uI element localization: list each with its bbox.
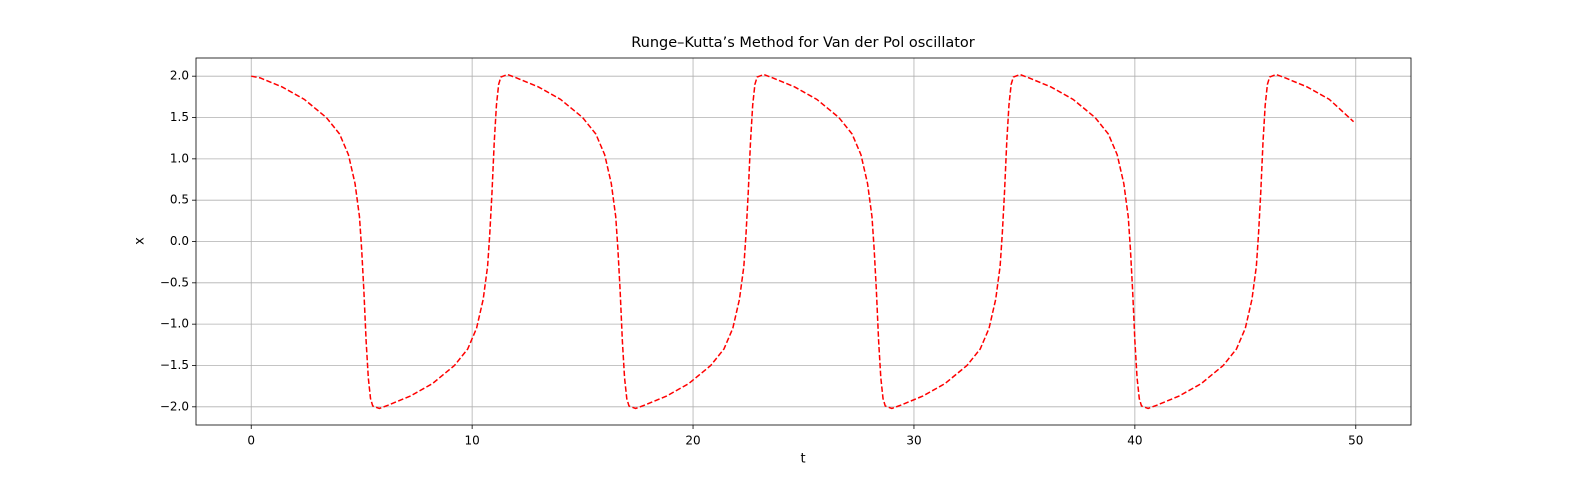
y-tick-label: 0.5 bbox=[170, 193, 189, 207]
y-tick-label: 2.0 bbox=[170, 69, 189, 83]
x-tick-label: 20 bbox=[685, 434, 700, 448]
y-tick-label: 1.0 bbox=[170, 151, 189, 165]
y-axis-label: x bbox=[133, 237, 148, 245]
y-tick-label: 0.0 bbox=[170, 234, 189, 248]
plot-frame bbox=[195, 57, 1412, 426]
y-tick-label: −1.0 bbox=[160, 317, 189, 331]
x-tick-label: 30 bbox=[906, 434, 921, 448]
y-tick-label: −1.5 bbox=[160, 358, 189, 372]
y-tick-label: −2.0 bbox=[160, 399, 189, 413]
x-tick-label: 0 bbox=[247, 434, 255, 448]
x-axis-label: t bbox=[800, 452, 805, 467]
x-tick-label: 50 bbox=[1348, 434, 1363, 448]
y-tick-label: −0.5 bbox=[160, 275, 189, 289]
data-line bbox=[251, 73, 1355, 410]
x-tick-label: 10 bbox=[464, 434, 479, 448]
x-tick-label: 40 bbox=[1127, 434, 1142, 448]
y-tick-label: 1.5 bbox=[170, 110, 189, 124]
chart-title: Runge–Kutta’s Method for Van der Pol osc… bbox=[631, 35, 975, 51]
